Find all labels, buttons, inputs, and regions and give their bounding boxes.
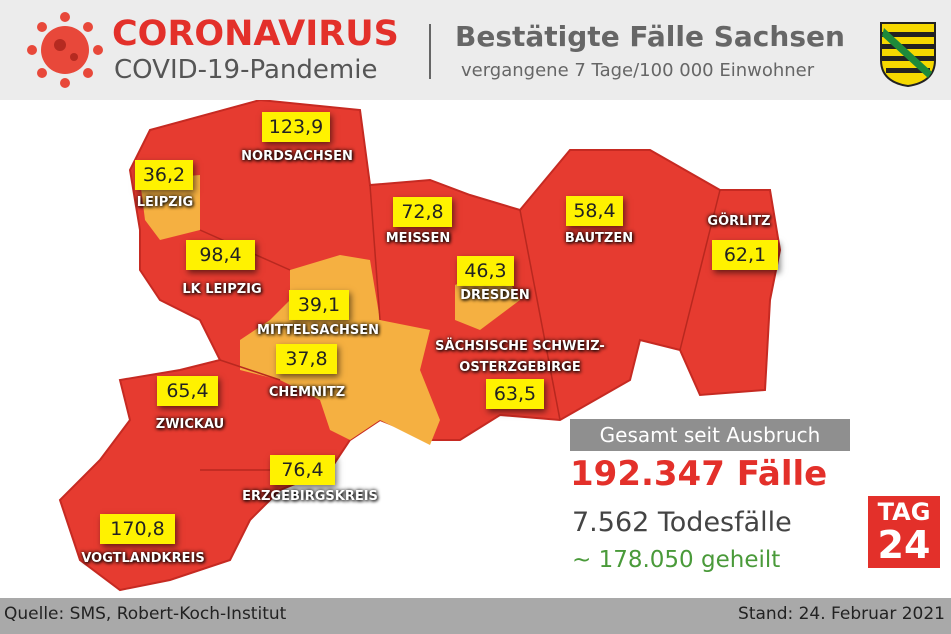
region-shape — [140, 175, 200, 240]
virus-icon — [27, 12, 103, 88]
region-name: LEIPZIG — [136, 195, 194, 210]
header-bar — [0, 0, 951, 100]
subtitle: COVID-19-Pandemie — [114, 55, 378, 85]
region-value: 62,1 — [712, 240, 778, 270]
region-value: 123,9 — [262, 112, 330, 142]
region-value: 65,4 — [157, 376, 218, 406]
region-value: 72,8 — [393, 197, 452, 227]
coat-of-arms — [880, 22, 936, 88]
divider — [429, 24, 431, 79]
region-value: 36,2 — [135, 160, 193, 190]
region-name: ZWICKAU — [155, 417, 225, 432]
logo: TAG 24 — [868, 496, 940, 568]
region-name: BAUTZEN — [564, 231, 634, 246]
heading: Bestätigte Fälle Sachsen — [455, 20, 845, 53]
footer-bar — [0, 598, 951, 634]
region-value: 63,5 — [486, 379, 544, 409]
region-name: VOGTLANDKREIS — [81, 551, 205, 566]
region-name: SÄCHSISCHE SCHWEIZ- — [435, 339, 605, 354]
region-name: MEISSEN — [385, 231, 451, 246]
footer-source: Quelle: SMS, Robert-Koch-Institut — [4, 604, 287, 624]
logo-text: 24 — [877, 523, 931, 567]
region-name: CHEMNITZ — [268, 385, 346, 400]
region-name: MITTELSACHSEN — [257, 323, 379, 338]
region-value: 46,3 — [457, 256, 514, 286]
region-value: 39,1 — [289, 290, 349, 320]
summary-deaths: 7.562 Todesfälle — [572, 507, 792, 538]
region-name: OSTERZGEBIRGE — [459, 360, 581, 375]
logo-text: TAG — [877, 498, 931, 526]
title: CORONAVIRUS — [112, 14, 399, 54]
region-value: 58,4 — [566, 196, 623, 226]
footer-date: Stand: 24. Februar 2021 — [738, 604, 945, 624]
region-value: 170,8 — [100, 514, 175, 544]
region-name: GÖRLITZ — [707, 214, 771, 229]
region-name: ERZGEBIRGSKREIS — [242, 489, 378, 504]
region-value: 98,4 — [186, 240, 255, 270]
region-name: LK LEIPZIG — [182, 282, 262, 297]
region-name: DRESDEN — [460, 288, 530, 303]
region-name: NORDSACHSEN — [241, 149, 353, 164]
region-value: 76,4 — [270, 455, 335, 485]
summary-label: Gesamt seit Ausbruch — [570, 419, 850, 451]
summary-cases: 192.347 Fälle — [570, 454, 828, 494]
summary-recovered: ~ 178.050 geheilt — [572, 547, 781, 573]
region-value: 37,8 — [276, 344, 337, 374]
subheading: vergangene 7 Tage/100 000 Einwohner — [461, 60, 815, 81]
